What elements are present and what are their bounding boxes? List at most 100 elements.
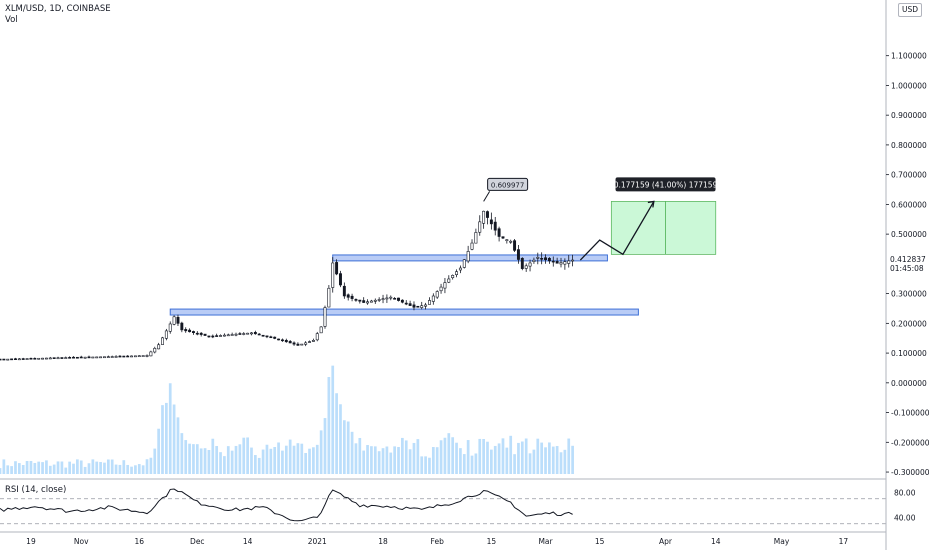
volume-bar (431, 447, 435, 474)
y-tick-label: 0.900000 (891, 111, 927, 120)
x-tick-label: 15 (487, 537, 497, 546)
candle-body (277, 338, 281, 341)
candle-body (420, 305, 424, 308)
volume-bar (250, 447, 253, 474)
candle-body (68, 357, 72, 359)
candle-body (75, 356, 79, 359)
x-tick-label: Dec (190, 537, 205, 546)
x-tick-label: 14 (243, 537, 253, 546)
volume-bar (490, 449, 493, 474)
volume-bar (459, 448, 462, 474)
volume-bar (412, 442, 416, 474)
candle-body (250, 332, 253, 335)
volume-bar (199, 448, 203, 474)
volume-bar (319, 430, 323, 474)
y-tick-label: 0.600000 (891, 200, 927, 209)
candle-body (6, 358, 10, 361)
volume-bar (544, 447, 547, 474)
volume-bar (114, 464, 118, 474)
volume-bar (548, 442, 551, 474)
candle-body (195, 332, 199, 335)
candle-body (141, 355, 145, 357)
candle-body (110, 356, 114, 358)
rsi-tick-label: 40.00 (894, 514, 916, 523)
candle-body (304, 342, 308, 345)
candle-body (540, 258, 544, 260)
volume-bar (478, 438, 482, 474)
volume-bar (517, 442, 520, 474)
volume-bar (226, 446, 230, 474)
projection-arrowhead (647, 200, 655, 208)
volume-bar (118, 464, 122, 474)
candle-body (238, 333, 242, 335)
candle-body (79, 356, 83, 359)
high-callout[interactable] (487, 177, 529, 191)
candle-body (130, 355, 134, 358)
candle-body (118, 355, 122, 358)
currency-badge[interactable]: USD (898, 3, 922, 17)
volume-bar (435, 447, 439, 474)
candle-body (416, 305, 420, 308)
support-zone[interactable] (169, 308, 639, 316)
candle-body (52, 357, 56, 359)
candle-body (288, 341, 292, 344)
volume-bar (48, 465, 52, 474)
volume-bar (234, 445, 238, 474)
candle-body (397, 297, 400, 301)
volume-bar (323, 418, 327, 474)
candle-body (559, 262, 563, 265)
volume-bar (428, 457, 431, 474)
volume-bar (211, 438, 215, 474)
candle-body (219, 335, 222, 337)
candle-body (184, 329, 188, 332)
y-tick-label: 0.100000 (891, 349, 927, 358)
volume-bar (192, 444, 195, 474)
candle-body (489, 219, 493, 225)
volume-bar (284, 445, 288, 474)
candle-body (528, 262, 532, 267)
candle-body (161, 337, 164, 345)
y-tick-label: 1.100000 (891, 52, 927, 61)
candle-body (323, 307, 327, 327)
volume-bar (524, 438, 528, 474)
candle-body (373, 299, 377, 302)
candle-body (308, 341, 311, 343)
volume-bar (273, 447, 277, 474)
candle-body (284, 339, 288, 343)
volume-bar (195, 444, 199, 474)
candle-body (389, 296, 393, 299)
support-zone[interactable] (332, 254, 608, 262)
volume-bar (6, 465, 10, 474)
volume-bar (2, 459, 6, 474)
candle-body (458, 267, 462, 271)
volume-bar (79, 460, 83, 474)
projection-path[interactable] (579, 201, 655, 261)
measure-label: 0.177159 (41.00%) 177159 (614, 180, 718, 189)
x-tick-label: Mar (538, 537, 553, 546)
candle-body (505, 239, 509, 241)
volume-bar (265, 444, 269, 474)
candle-body (234, 333, 238, 336)
volume-bar (165, 402, 168, 474)
y-tick-label: 0.000000 (891, 379, 927, 388)
candle-body (327, 287, 331, 308)
candle-body (133, 355, 137, 358)
candle-body (474, 232, 478, 244)
candle-body (145, 355, 149, 357)
volume-bar (25, 461, 29, 474)
volume-bars (0, 365, 574, 474)
candle-body (33, 357, 37, 360)
volume-bar (486, 441, 489, 474)
volume-bar (312, 447, 315, 474)
candle-body (191, 331, 195, 333)
volume-bar (130, 466, 133, 474)
candle-body (188, 329, 192, 333)
volume-bar (246, 437, 249, 474)
candle-body (21, 358, 25, 360)
candle-body (516, 249, 520, 260)
volume-bar (14, 461, 17, 474)
y-tick-label: 0.700000 (891, 171, 927, 180)
volume-bar (203, 448, 207, 474)
candle-body (513, 240, 517, 251)
